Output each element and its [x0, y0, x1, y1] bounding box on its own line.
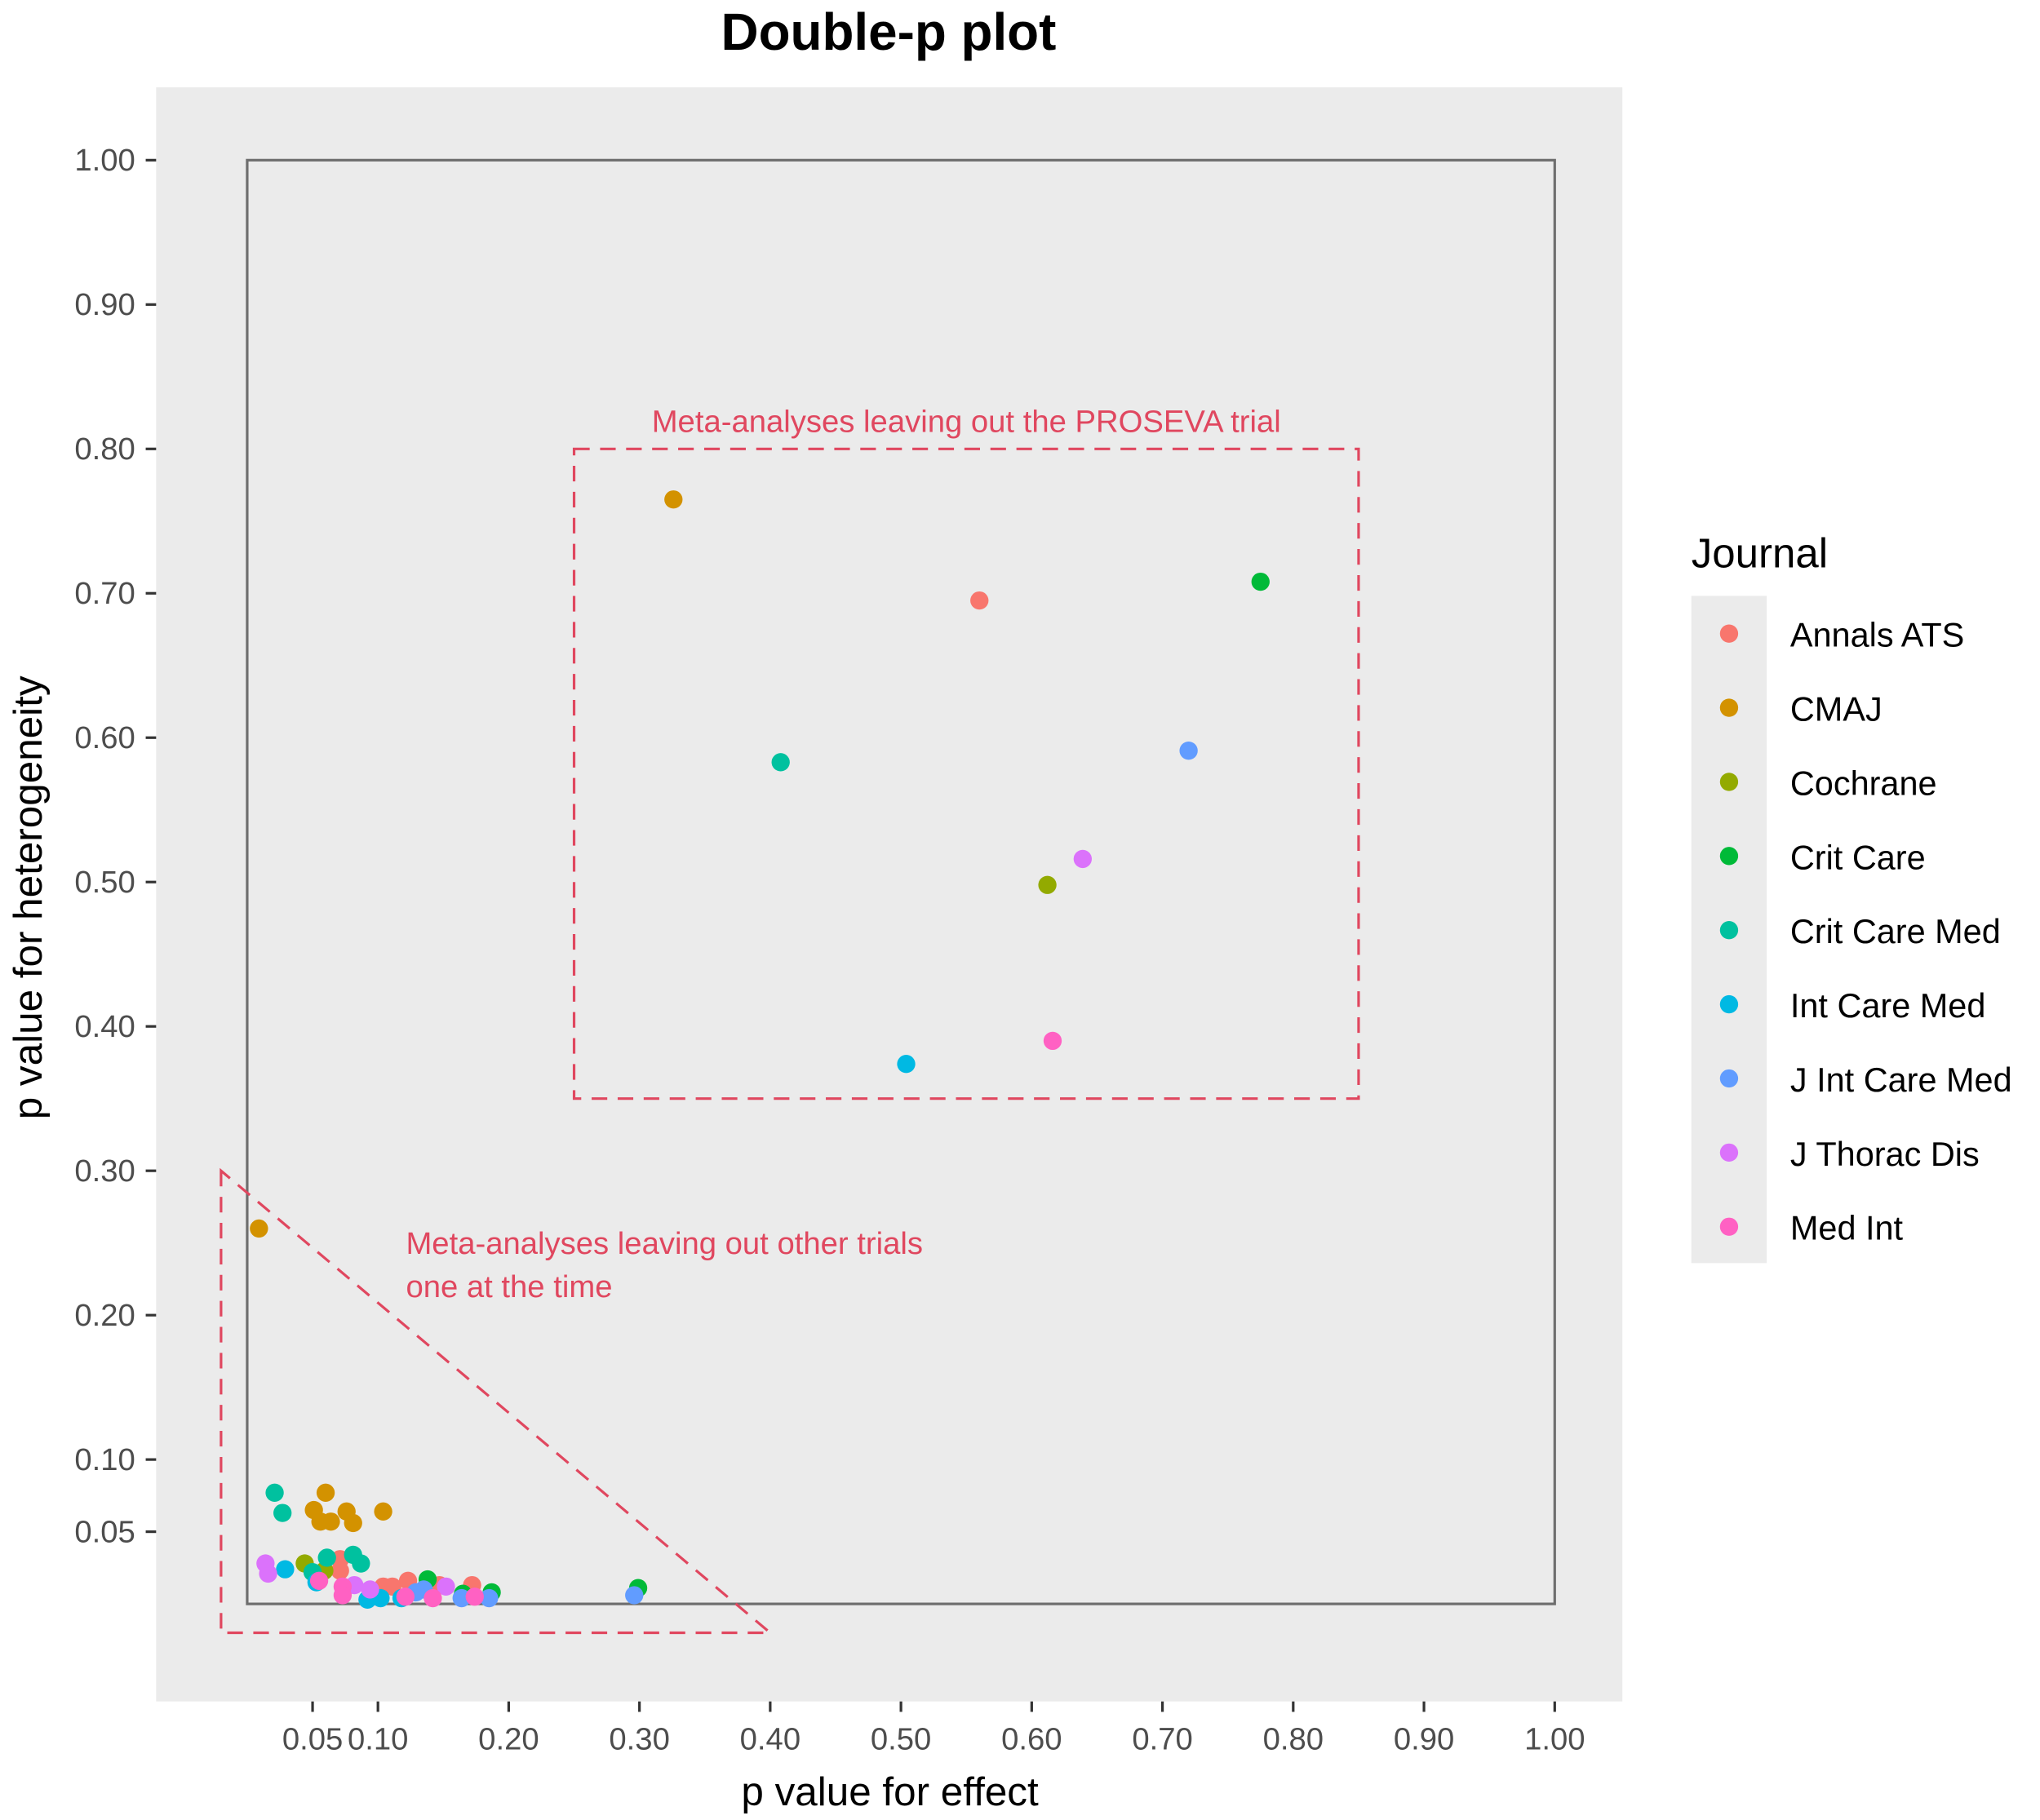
other-trials-dashed-triangle — [220, 1167, 774, 1635]
other-trials-annotation-line: one at the time — [406, 1269, 612, 1304]
x-axis: 0.05 0.10 0.20 0.30 0.40 0.50 0.60 0.70 0.80 0.90… — [282, 1701, 1585, 1757]
x-tick-label: 0.90 — [1394, 1722, 1454, 1757]
y-tick-label: 0.30 — [74, 1154, 135, 1189]
point-med-int — [333, 1586, 353, 1605]
point-crit-care-med — [771, 753, 790, 772]
point-cochrane — [1038, 875, 1057, 894]
x-axis-label: p value for effect — [741, 1769, 1039, 1814]
point-j-thorac-dis — [437, 1577, 455, 1596]
legend-label: Crit Care — [1790, 838, 1926, 876]
y-tick-label: 0.70 — [74, 576, 135, 611]
point-crit-care-med — [317, 1548, 336, 1567]
points — [250, 490, 1270, 1609]
legend-key — [1719, 1143, 1739, 1162]
point-int-care-med — [276, 1560, 295, 1579]
point-j-thorac-dis — [1073, 849, 1093, 869]
x-tick-label: 0.40 — [740, 1722, 800, 1757]
y-tick-label: 0.05 — [74, 1514, 135, 1549]
unit-square-box — [246, 158, 1556, 1605]
y-tick-label: 0.60 — [74, 720, 135, 755]
point-j-thorac-dis — [361, 1580, 379, 1599]
x-tick-label: 0.50 — [871, 1722, 931, 1757]
y-tick-label: 0.10 — [74, 1442, 135, 1477]
chart-title: Double-p plot — [721, 2, 1057, 61]
y-tick-label: 0.50 — [74, 865, 135, 900]
x-tick-label: 0.70 — [1132, 1722, 1192, 1757]
point-j-int-care-med — [625, 1586, 644, 1605]
legend-title: Journal — [1692, 529, 1828, 576]
legend-key — [1719, 773, 1739, 791]
legend-label: Med Int — [1790, 1209, 1904, 1247]
legend-label: J Int Care Med — [1790, 1061, 2012, 1099]
annotations: Meta-analyses leaving out the PROSEVA tr… — [220, 405, 1360, 1635]
legend-label: Crit Care Med — [1790, 912, 2001, 950]
other-trials-annotation-line: Meta-analyses leaving out other trials — [406, 1226, 923, 1261]
plot-panel — [156, 87, 1623, 1702]
point-j-int-care-med — [480, 1588, 499, 1608]
y-tick-label: 0.80 — [74, 432, 135, 467]
x-tick-label: 1.00 — [1524, 1722, 1585, 1757]
point-cmaj — [664, 490, 683, 509]
legend-key — [1719, 698, 1739, 717]
legend-key — [1719, 994, 1739, 1014]
legend-label: CMAJ — [1790, 690, 1883, 728]
legend-key — [1719, 847, 1739, 866]
x-tick-label: 0.80 — [1263, 1722, 1324, 1757]
legend-key — [1719, 1069, 1739, 1088]
point-cmaj — [374, 1502, 392, 1521]
legend-key — [1719, 1217, 1739, 1236]
legend-label: Cochrane — [1790, 764, 1937, 802]
y-tick-label: 0.90 — [74, 287, 135, 322]
point-j-int-care-med — [1179, 742, 1198, 760]
point-cmaj — [344, 1513, 362, 1533]
legend-label: Annals ATS — [1790, 616, 1964, 654]
y-tick-label: 1.00 — [74, 143, 135, 178]
point-cmaj — [250, 1219, 268, 1238]
x-tick-label: 0.20 — [478, 1722, 539, 1757]
point-crit-care — [1251, 572, 1270, 591]
point-annals-ats — [970, 591, 989, 610]
point-crit-care-med — [265, 1483, 284, 1502]
point-med-int — [396, 1588, 415, 1606]
point-annals-ats — [330, 1561, 349, 1580]
legend: Journal Annals ATS CMAJ Cochrane Crit Care C… — [1691, 529, 2012, 1264]
legend-label: Int Care Med — [1790, 986, 1986, 1025]
legend-key — [1719, 624, 1739, 643]
proseva-annotation: Meta-analyses leaving out the PROSEVA tr… — [652, 405, 1281, 440]
x-tick-label: 0.10 — [348, 1722, 408, 1757]
y-tick-label: 0.20 — [74, 1298, 135, 1333]
legend-key — [1719, 921, 1739, 940]
point-crit-care-med — [352, 1554, 370, 1573]
y-tick-label: 0.40 — [74, 1009, 135, 1044]
x-tick-label: 0.30 — [609, 1722, 669, 1757]
y-axis-label: p value for heterogeneity — [6, 675, 51, 1119]
point-cmaj — [322, 1512, 340, 1531]
x-tick-label: 0.60 — [1001, 1722, 1062, 1757]
proseva-dashed-box — [572, 447, 1360, 1100]
point-crit-care-med — [273, 1503, 292, 1522]
point-int-care-med — [897, 1055, 916, 1074]
point-j-thorac-dis — [259, 1564, 277, 1583]
point-med-int — [424, 1588, 442, 1608]
x-tick-label: 0.05 — [282, 1722, 343, 1757]
point-med-int — [465, 1588, 484, 1606]
y-axis: 0.05 0.10 0.20 0.30 0.40 0.50 0.60 0.70 0.80 0.90… — [74, 143, 157, 1549]
point-med-int — [1043, 1031, 1062, 1051]
point-cmaj — [316, 1483, 335, 1502]
legend-label: J Thorac Dis — [1790, 1135, 1980, 1173]
point-med-int — [309, 1571, 329, 1590]
